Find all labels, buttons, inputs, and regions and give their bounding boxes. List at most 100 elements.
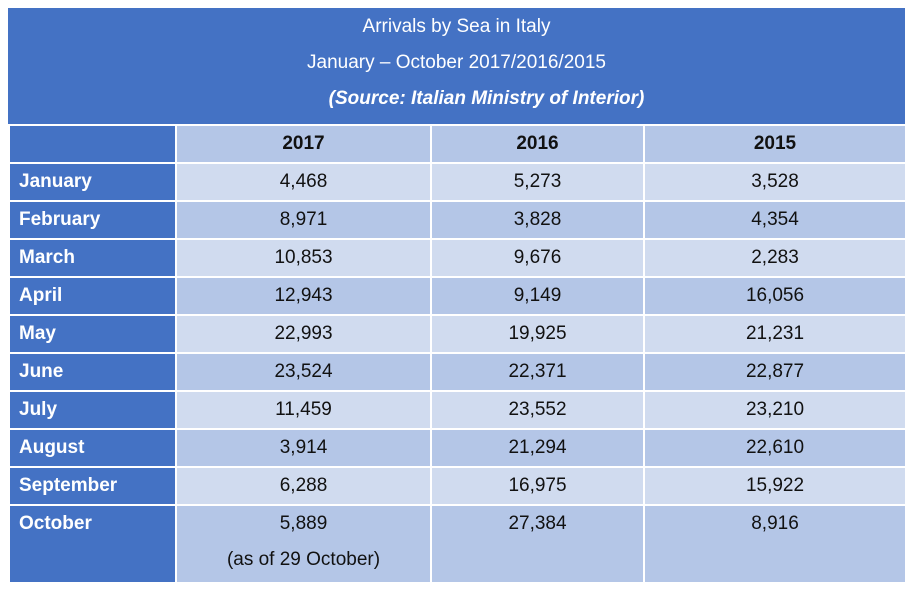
table-row: January 4,468 5,273 3,528: [8, 162, 907, 202]
row-label: January: [19, 171, 92, 192]
cell-value: 3,914: [279, 437, 328, 458]
row-label: September: [19, 475, 118, 496]
row-label-cell: October: [8, 504, 177, 584]
value-cell: 22,610: [643, 428, 907, 468]
cell-value: 8,971: [279, 209, 328, 230]
row-label: June: [19, 361, 64, 382]
subtitle: January – October 2017/2016/2015: [307, 52, 606, 73]
row-label: August: [19, 437, 85, 458]
value-cell: 23,210: [643, 390, 907, 430]
cell-value: 22,993: [274, 323, 333, 344]
cell-value: 22,877: [745, 361, 805, 382]
row-label: May: [19, 323, 56, 344]
value-cell: 23,524: [175, 352, 432, 392]
row-label-cell: January: [8, 162, 177, 202]
cell-value: 10,853: [274, 247, 333, 268]
row-label: October: [19, 513, 92, 534]
value-cell: 22,371: [430, 352, 645, 392]
cell-value: 23,524: [274, 361, 333, 382]
cell-value: 15,922: [745, 475, 805, 496]
data-table: 2017 2016 2015 January 4,468 5,273 3,528 Februa…: [8, 124, 907, 584]
cell-value: 21,231: [745, 323, 805, 344]
cell-value: 3,528: [751, 171, 799, 192]
value-cell: 2,283: [643, 238, 907, 278]
table-row: February 8,971 3,828 4,354: [8, 200, 907, 240]
table-row: August 3,914 21,294 22,610: [8, 428, 907, 468]
row-label: April: [19, 285, 63, 306]
cell-value: 23,210: [745, 399, 805, 420]
cell-value: 22,610: [745, 437, 805, 458]
row-label-cell: May: [8, 314, 177, 354]
value-cell: 9,149: [430, 276, 645, 316]
value-cell: 4,354: [643, 200, 907, 240]
row-label-cell: July: [8, 390, 177, 430]
cell-value: 6,288: [279, 475, 328, 496]
cell-value: 11,459: [275, 399, 332, 420]
value-cell: 8,971: [175, 200, 432, 240]
cell-value: 12,943: [274, 285, 333, 306]
row-label-cell: June: [8, 352, 177, 392]
value-cell: 15,922: [643, 466, 907, 506]
table-row: May 22,993 19,925 21,231: [8, 314, 907, 354]
cell-value: 23,552: [508, 399, 567, 420]
value-cell: 8,916: [643, 504, 907, 584]
table-row: October 5,889 (as of 29 October) 27,384 8,91…: [8, 504, 907, 584]
cell-value: 5,273: [513, 171, 562, 192]
cell-value: 4,468: [279, 171, 328, 192]
column-header: 2015: [643, 124, 907, 164]
row-label: March: [19, 247, 75, 268]
value-cell: 27,384: [430, 504, 645, 584]
column-header: 2016: [430, 124, 645, 164]
table-row: March 10,853 9,676 2,283: [8, 238, 907, 278]
table-header: Arrivals by Sea in Italy January – Octob…: [8, 8, 905, 124]
cell-value: 8,916: [751, 513, 799, 534]
cell-value: 16,056: [745, 285, 805, 306]
header-row: 2017 2016 2015: [8, 124, 907, 164]
value-cell: 5,889 (as of 29 October): [175, 504, 432, 584]
column-header-text: 2016: [516, 133, 559, 154]
cell-value: 4,354: [751, 209, 799, 230]
value-cell: 16,056: [643, 276, 907, 316]
cell-value: 27,384: [508, 513, 567, 534]
value-cell: 5,273: [430, 162, 645, 202]
value-cell: 22,993: [175, 314, 432, 354]
cell-value: 19,925: [508, 323, 567, 344]
value-cell: 19,925: [430, 314, 645, 354]
cell-value: 9,149: [513, 285, 562, 306]
table-row: June 23,524 22,371 22,877: [8, 352, 907, 392]
value-cell: 4,468: [175, 162, 432, 202]
cell-value: 3,828: [513, 209, 562, 230]
value-cell: 23,552: [430, 390, 645, 430]
title: Arrivals by Sea in Italy: [362, 16, 551, 37]
value-cell: 9,676: [430, 238, 645, 278]
source: (Source: Italian Ministry of Interior): [328, 88, 645, 109]
value-cell: 21,231: [643, 314, 907, 354]
table-row: April 12,943 9,149 16,056: [8, 276, 907, 316]
cell-value: 22,371: [508, 361, 567, 382]
cell-value: 16,975: [508, 475, 567, 496]
row-label-cell: August: [8, 428, 177, 468]
value-cell: 3,528: [643, 162, 907, 202]
value-cell: 6,288: [175, 466, 432, 506]
cell-value: 9,676: [513, 247, 562, 268]
cell-value: 5,889: [279, 513, 328, 534]
row-label: July: [19, 399, 58, 420]
value-cell: 10,853: [175, 238, 432, 278]
row-label: February: [19, 209, 101, 230]
value-cell: 3,828: [430, 200, 645, 240]
row-label-cell: March: [8, 238, 177, 278]
value-cell: 21,294: [430, 428, 645, 468]
table-row: September 6,288 16,975 15,922: [8, 466, 907, 506]
cell-value: 2,283: [751, 247, 799, 268]
value-cell: 3,914: [175, 428, 432, 468]
row-label-cell: February: [8, 200, 177, 240]
column-header-text: 2015: [753, 133, 797, 154]
corner-cell: [8, 124, 177, 164]
row-label-cell: April: [8, 276, 177, 316]
column-header-text: 2017: [282, 133, 325, 154]
table-row: July 11,459 23,552 23,210: [8, 390, 907, 430]
row-label-cell: September: [8, 466, 177, 506]
cell-note: (as of 29 October): [226, 549, 381, 570]
value-cell: 11,459: [175, 390, 432, 430]
